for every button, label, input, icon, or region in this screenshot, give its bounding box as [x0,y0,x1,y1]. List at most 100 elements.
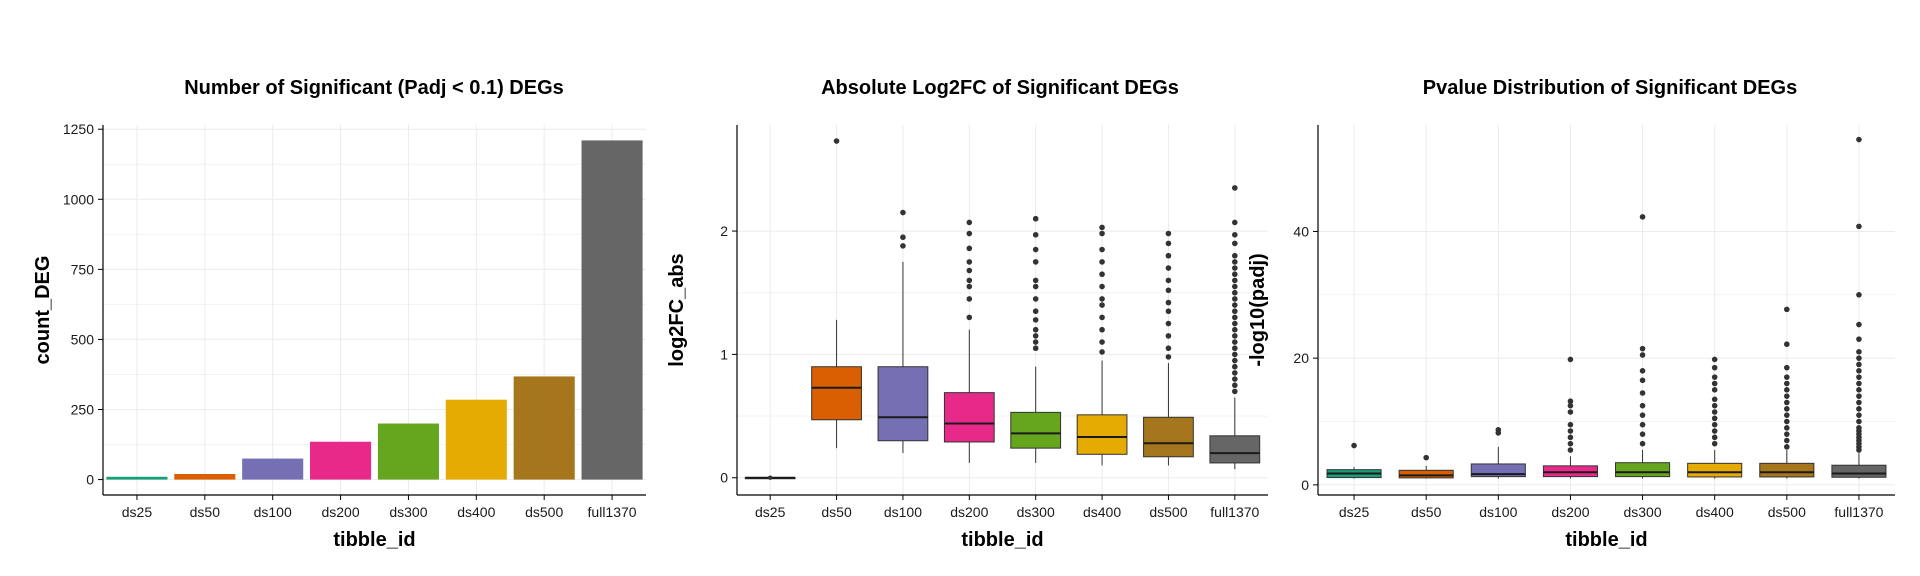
outlier-point [1567,356,1574,363]
box-iqr [1010,411,1062,449]
bar-ds200 [310,441,372,480]
box-iqr [1076,414,1128,455]
outlier-point [1232,259,1238,265]
chart-panel-2: 0 1 2 ds25 ds50 ds100 ds200 ds300 ds400 ds500 full… [666,77,1268,551]
outlier-point [1232,376,1238,382]
outlier-point [1784,387,1790,393]
outlier-point [900,234,906,241]
outlier-point [1639,377,1646,384]
outlier-point [1784,399,1790,406]
y-tick-label: 0 [1301,477,1309,493]
outlier-point [1711,428,1718,434]
box-iqr [1615,462,1671,478]
box-ds25 [744,475,796,480]
outlier-point [1165,230,1172,237]
outlier-point [1567,421,1574,428]
outlier-point [1032,231,1039,238]
outlier-point [1856,336,1862,342]
x-tick-label-ds100: ds100 [254,504,292,520]
x-tick-label-full1370: full1370 [588,504,637,520]
outlier-point [1711,440,1718,447]
y-tick-label: 20 [1293,350,1309,366]
outlier-point [1567,402,1574,409]
outlier-point [966,245,973,252]
outlier-point [1351,442,1357,449]
outlier-point [1639,390,1646,396]
box-iqr [811,366,862,421]
y-tick-label: 750 [71,261,95,277]
bar-ds100 [242,458,304,480]
outlier-point [1032,317,1039,323]
outlier-point [1711,409,1718,415]
outlier-point [1711,356,1718,363]
chart-title: Absolute Log2FC of Significant DEGs [821,77,1179,99]
outlier-point [1784,412,1790,418]
y-tick-label: 250 [71,402,95,418]
bar-ds25 [106,476,168,480]
outlier-point [966,296,973,302]
x-tick-label-ds400: ds400 [1696,504,1734,520]
outlier-point [1165,277,1172,284]
outlier-point [1232,320,1238,327]
x-tick-label-ds400: ds400 [1083,504,1121,520]
outlier-point [1784,406,1790,412]
outlier-point [1567,409,1574,415]
outlier-point [1784,431,1790,437]
outlier-point [1711,434,1718,441]
box-ds50 [811,138,862,449]
x-tick-label-full1370: full1370 [1834,504,1883,520]
outlier-point [1232,219,1238,226]
outlier-point [1856,387,1862,393]
outlier-point [1784,444,1790,450]
outlier-point [1856,374,1862,380]
outlier-point [1232,357,1238,364]
chart-title: Number of Significant (Padj < 0.1) DEGs [184,77,564,99]
x-tick-label-ds100: ds100 [1479,504,1517,520]
outlier-point [1639,402,1646,409]
outlier-point [1232,333,1238,339]
outlier-point [1856,425,1862,431]
outlier-point [1784,364,1790,371]
outlier-point [1639,352,1646,358]
outlier-point [1784,437,1790,444]
box-ds400 [1076,224,1128,466]
outlier-point [1232,339,1238,345]
box-iqr [1831,464,1887,478]
x-axis-label: tibble_id [1565,529,1647,551]
outlier-point [1232,388,1238,395]
bar-full1370 [581,140,643,480]
x-axis-label: tibble_id [961,529,1043,551]
box-iqr [1759,462,1815,478]
x-tick-label-ds200: ds200 [321,504,359,520]
outlier-point [1232,382,1238,389]
outlier-point [1099,326,1105,333]
outlier-point [1567,447,1574,453]
outlier-point [1784,380,1790,387]
outlier-point [1165,299,1172,306]
outlier-point [1232,345,1238,352]
outlier-point [1032,215,1039,222]
outlier-point [1099,296,1105,302]
y-tick-label: 0 [86,472,94,488]
outlier-point [1856,321,1862,328]
outlier-point [1099,283,1105,290]
outlier-point [1784,418,1790,425]
outlier-point [1639,421,1646,428]
outlier-point [1232,185,1238,191]
outlier-point [1856,368,1862,374]
outlier-point [966,259,973,265]
outlier-point [1099,259,1105,265]
x-tick-label-ds300: ds300 [389,504,427,520]
outlier-point [1784,306,1790,313]
outlier-point [1165,240,1172,247]
outlier-point [1232,302,1238,308]
y-tick-label: 0 [720,470,728,486]
outlier-point [1784,425,1790,431]
outlier-point [1032,246,1039,253]
x-tick-label-ds50: ds50 [1411,504,1442,520]
outlier-point [1232,252,1238,259]
outlier-point [1567,434,1574,441]
outlier-point [1784,374,1790,380]
x-tick-label-ds25: ds25 [122,504,153,520]
